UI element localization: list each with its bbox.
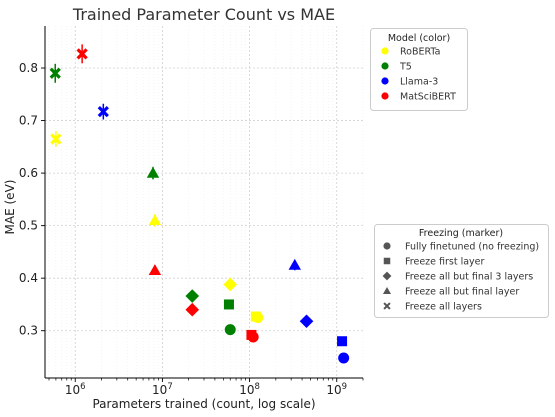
legend-model-label: T5 [399,62,412,73]
legend-marker-swatch [383,257,391,265]
legend-model-swatch [381,47,389,55]
legend-marker-title: Freezing (marker) [419,228,503,239]
data-point [224,324,236,336]
x-tick-label: 108 [239,382,260,397]
data-point [148,264,162,275]
legend-marker-swatch [382,271,392,281]
data-point [337,336,348,347]
point-marker [148,264,162,275]
legend-model-label: MatSciBERT [400,92,456,103]
point-marker [224,324,236,336]
point-marker [252,312,264,324]
point-marker [223,277,238,292]
data-point [252,312,264,324]
y-axis-label: MAE (eV) [3,180,17,235]
legend-marker-frame [374,224,549,318]
legend-marker-swatch [383,242,391,250]
legend-model-frame [370,28,468,111]
data-point [97,103,109,120]
x-tick-label: 106 [65,382,86,397]
point-marker [97,106,109,118]
plot-area [45,26,363,378]
point-marker [148,214,162,226]
x-ticks: 106 107 108 109 [65,378,347,397]
legend-model-swatch [381,92,389,100]
point-marker [50,133,62,145]
y-ticks: 0.3 0.4 0.5 0.6 0.7 0.8 [19,61,45,338]
point-marker [146,166,160,178]
data-point [299,314,314,329]
data-point [223,299,234,310]
point-marker [185,302,200,317]
point-marker [247,331,259,343]
legend-marker: Freezing (marker) Fully finetuned (no fre… [374,224,549,318]
grid [45,26,364,378]
legend-marker-label: Freeze all but final layer [405,287,519,298]
x-tick-label: 109 [326,382,347,397]
legend-model-swatch [381,62,389,70]
point-marker [49,67,61,79]
point-marker [337,336,348,347]
point-marker [338,352,350,364]
x-tick-label: 107 [152,382,173,397]
y-tick-label: 0.8 [19,61,38,75]
data-point [185,289,200,303]
legend-marker-label: Freeze first layer [405,257,485,268]
legend-model-swatch [381,77,389,85]
legend-marker-label: Freeze all but final 3 layers [405,272,533,283]
legend-marker-swatch [383,302,391,310]
data-point [50,131,62,147]
axes [44,26,364,381]
point-marker [299,314,314,329]
data-points [49,44,350,364]
legend-model-label: RoBERTa [400,47,440,58]
point-marker [223,299,234,310]
y-tick-label: 0.5 [19,219,38,233]
data-point [146,166,160,180]
y-tick-label: 0.6 [19,166,38,180]
data-point [338,352,350,364]
data-point [185,302,200,317]
point-marker [288,258,301,270]
legend-marker-label: Freeze all layers [405,302,482,313]
legend-marker-swatch [382,286,392,295]
x-axis-label: Parameters trained (count, log scale) [92,397,315,411]
plot-background [45,26,363,378]
data-point [148,214,162,227]
data-point [49,63,61,83]
legend-model-label: Llama-3 [400,77,438,88]
legend-model: Model (color) RoBERTa T5 Llama-3 MatSciBERT [370,28,468,111]
data-point [288,258,301,271]
y-tick-label: 0.3 [19,324,38,338]
point-marker [76,48,88,60]
y-tick-label: 0.4 [19,271,38,285]
data-point [76,44,88,64]
y-tick-label: 0.7 [19,114,38,128]
legend-model-title: Model (color) [388,33,450,44]
data-point [223,277,238,292]
legend-marker-label: Fully finetuned (no freezing) [405,242,539,253]
chart-title: Trained Parameter Count vs MAE [72,5,335,24]
data-point [247,331,259,343]
point-marker [185,289,200,303]
